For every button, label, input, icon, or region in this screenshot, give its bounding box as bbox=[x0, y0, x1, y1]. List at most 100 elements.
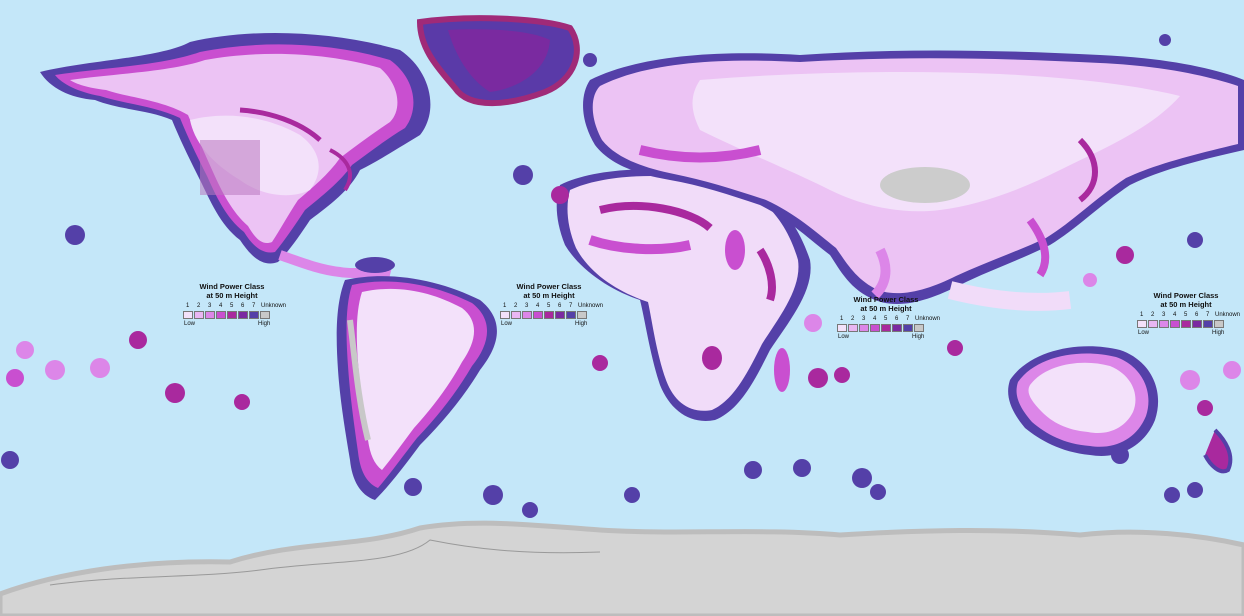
legend-class-3: 3 bbox=[525, 303, 529, 309]
legend-class-3: 3 bbox=[208, 303, 212, 309]
eurasia bbox=[583, 50, 1244, 305]
ocean-islands bbox=[1, 34, 1241, 518]
antarctica bbox=[0, 520, 1244, 616]
legend-ends: Low High bbox=[493, 321, 605, 329]
legend-swatch-1 bbox=[183, 311, 193, 319]
legend-swatch-4 bbox=[1170, 320, 1180, 328]
legend-swatch-2 bbox=[848, 324, 858, 332]
legend-class-numbers: 1 2 3 4 5 6 7 Unknown bbox=[1130, 311, 1242, 320]
legend-class-7: 7 bbox=[906, 316, 910, 322]
legend-class-6: 6 bbox=[1195, 312, 1199, 318]
legend-class-1: 1 bbox=[503, 303, 507, 309]
legend-unknown-label: Unknown bbox=[261, 303, 287, 309]
legend-class-3: 3 bbox=[862, 316, 866, 322]
legend-class-2: 2 bbox=[514, 303, 518, 309]
legend-swatch-3 bbox=[1159, 320, 1169, 328]
legend-class-1: 1 bbox=[840, 316, 844, 322]
legend-unknown-label: Unknown bbox=[578, 303, 604, 309]
legend-swatch-2 bbox=[1148, 320, 1158, 328]
legend-class-numbers: 1 2 3 4 5 6 7 Unknown bbox=[493, 302, 605, 311]
legend-swatch-1 bbox=[1137, 320, 1147, 328]
north-america bbox=[40, 32, 431, 264]
legend-swatch-1 bbox=[500, 311, 510, 319]
legend-high-label: High bbox=[575, 321, 588, 327]
legend-swatch-unknown bbox=[577, 311, 587, 319]
legend-class-2: 2 bbox=[1151, 312, 1155, 318]
legend-class-5: 5 bbox=[547, 303, 551, 309]
legend-swatch-6 bbox=[1192, 320, 1202, 328]
legend-swatch-5 bbox=[227, 311, 237, 319]
legend-swatch-6 bbox=[238, 311, 248, 319]
australia bbox=[1008, 346, 1159, 456]
legend-class-5: 5 bbox=[884, 316, 888, 322]
legend-color-bar bbox=[493, 311, 605, 319]
legend-title-line2: at 50 m Height bbox=[1160, 299, 1212, 309]
legend-class-4: 4 bbox=[219, 303, 223, 309]
legend-class-5: 5 bbox=[1184, 312, 1188, 318]
central-america bbox=[278, 250, 395, 280]
legend-ends: Low High bbox=[830, 334, 942, 342]
legend-class-4: 4 bbox=[1173, 312, 1177, 318]
legend-class-4: 4 bbox=[873, 316, 877, 322]
legend-swatch-5 bbox=[544, 311, 554, 319]
legend-class-7: 7 bbox=[569, 303, 573, 309]
legend-swatch-5 bbox=[881, 324, 891, 332]
legend-class-4: 4 bbox=[536, 303, 540, 309]
legend-swatch-7 bbox=[249, 311, 259, 319]
legend-swatch-7 bbox=[566, 311, 576, 319]
legend-title-line1: Wind Power Class bbox=[516, 282, 582, 291]
legend-swatch-4 bbox=[533, 311, 543, 319]
legend-class-numbers: 1 2 3 4 5 6 7 Unknown bbox=[830, 315, 942, 324]
legend-color-bar bbox=[176, 311, 288, 319]
legend-swatch-4 bbox=[870, 324, 880, 332]
legend-class-1: 1 bbox=[1140, 312, 1144, 318]
legend-low-label: Low bbox=[501, 321, 513, 327]
legend-swatch-2 bbox=[511, 311, 521, 319]
legend-high-label: High bbox=[1212, 330, 1225, 336]
legend-swatch-unknown bbox=[1214, 320, 1224, 328]
legend-swatch-1 bbox=[837, 324, 847, 332]
legend-low-label: Low bbox=[838, 334, 850, 340]
legend-ends: Low High bbox=[176, 321, 288, 329]
legend-swatch-3 bbox=[859, 324, 869, 332]
legend-title-line1: Wind Power Class bbox=[853, 295, 919, 304]
legend-swatch-6 bbox=[555, 311, 565, 319]
legend-class-2: 2 bbox=[851, 316, 855, 322]
greenland bbox=[416, 15, 580, 107]
legend-swatch-4 bbox=[216, 311, 226, 319]
legend-title-line2: at 50 m Height bbox=[206, 290, 258, 300]
legend-class-2: 2 bbox=[197, 303, 201, 309]
legend-unknown-label: Unknown bbox=[1215, 312, 1241, 318]
legend-class-6: 6 bbox=[241, 303, 245, 309]
legend-class-6: 6 bbox=[895, 316, 899, 322]
legend-color-bar bbox=[1130, 320, 1242, 328]
legend-ends: Low High bbox=[1130, 330, 1242, 338]
legend-class-5: 5 bbox=[230, 303, 234, 309]
legend-class-3: 3 bbox=[1162, 312, 1166, 318]
legend-title-line2: at 50 m Height bbox=[860, 303, 912, 313]
legend-swatch-3 bbox=[522, 311, 532, 319]
legend-title-line2: at 50 m Height bbox=[523, 290, 575, 300]
legend-class-6: 6 bbox=[558, 303, 562, 309]
legend-high-label: High bbox=[912, 334, 925, 340]
legend-swatch-7 bbox=[903, 324, 913, 332]
legend-swatch-6 bbox=[892, 324, 902, 332]
legend-low-label: Low bbox=[1138, 330, 1150, 336]
legend-class-1: 1 bbox=[186, 303, 190, 309]
legend-swatch-7 bbox=[1203, 320, 1213, 328]
legend-swatch-5 bbox=[1181, 320, 1191, 328]
legend-swatch-unknown bbox=[914, 324, 924, 332]
legend-color-bar bbox=[830, 324, 942, 332]
legend-high-label: High bbox=[258, 321, 271, 327]
africa bbox=[556, 169, 811, 421]
legend-swatch-2 bbox=[194, 311, 204, 319]
legend-class-7: 7 bbox=[252, 303, 256, 309]
legend-title-line1: Wind Power Class bbox=[1153, 291, 1219, 300]
legend-title-line1: Wind Power Class bbox=[199, 282, 265, 291]
legend-low-label: Low bbox=[184, 321, 196, 327]
new-zealand bbox=[1203, 428, 1233, 474]
